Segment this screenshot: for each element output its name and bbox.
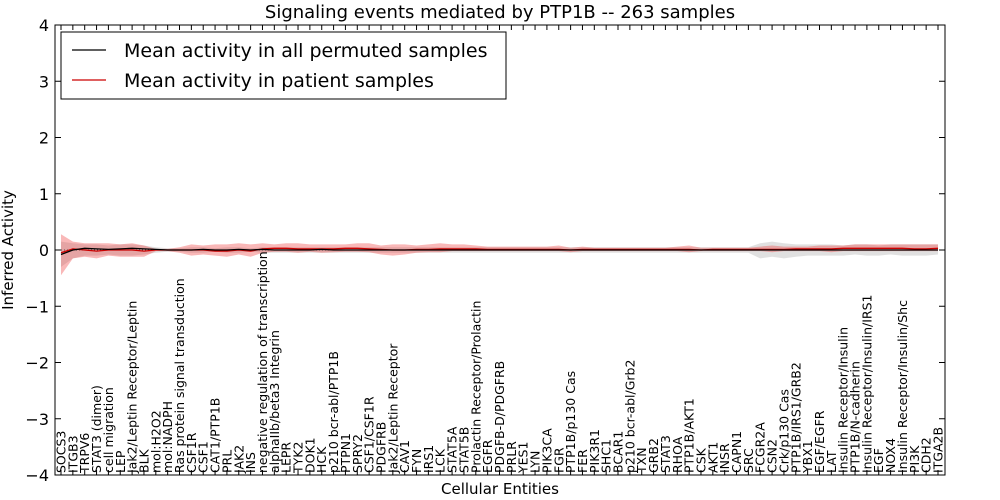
y-tick-label: 2	[39, 129, 49, 148]
category-label: INSR	[717, 443, 732, 473]
category-label: PI3K	[907, 445, 922, 473]
category-label: FCGR2A	[753, 422, 768, 473]
category-label: p210 bcr-abl/Grb2	[622, 360, 637, 473]
category-label: alphaIIb/beta3 Integrin	[267, 330, 282, 473]
category-label: LAT	[824, 450, 839, 473]
y-tick-label: 0	[39, 241, 49, 260]
category-label: RHOA	[670, 436, 685, 473]
y-tick-label: 3	[39, 72, 49, 91]
category-label: CSK	[694, 447, 709, 473]
category-label: Crk/p130 Cas	[776, 389, 791, 473]
category-label: FGR	[551, 447, 566, 473]
category-label: FER	[575, 449, 590, 473]
category-label: p210 bcr-abl/PTP1B	[326, 351, 341, 473]
category-label: FYN	[409, 449, 424, 473]
category-label: SPRY2	[350, 434, 365, 473]
category-label: Jak2/Leptin Receptor	[385, 343, 400, 474]
category-label: PRL	[219, 450, 234, 473]
y-tick-label: −3	[25, 410, 49, 429]
category-label: CAPN1	[729, 431, 744, 473]
category-label: YES1	[516, 442, 531, 474]
y-tick-label: 4	[39, 16, 49, 35]
category-label: PTP1B/N-cadherin	[848, 361, 863, 473]
category-label: BLK	[137, 448, 152, 473]
category-label: PTP1B/IRS1/GRB2	[788, 362, 803, 473]
category-label: PDGFRB	[374, 422, 389, 473]
category-label: Insulin Receptor/Insulin/IRS1	[859, 295, 874, 473]
category-label: TXN	[634, 447, 649, 474]
category-label: CAT1/PTP1B	[208, 398, 223, 473]
category-label: PIK3CA	[539, 428, 554, 473]
category-label: EGF	[871, 448, 886, 473]
chart-title: Signaling events mediated by PTP1B -- 26…	[265, 2, 735, 23]
category-label: PTP1B/AKT1	[682, 398, 697, 473]
category-label: GRB2	[646, 438, 661, 473]
category-label: Jak2/Leptin Receptor/Leptin	[125, 301, 140, 474]
category-label: NOX4	[883, 438, 898, 473]
category-label: STAT5B	[456, 427, 471, 473]
category-label: PDGFB-D/PDGFRB	[492, 361, 507, 473]
category-label: EGF/EGFR	[812, 410, 827, 473]
category-label: Prolactin Receptor/Prolactin	[468, 301, 483, 473]
category-label: IRS1	[421, 445, 436, 473]
category-label: TRPV6	[77, 433, 92, 474]
category-label: CSF1	[196, 441, 211, 473]
y-tick-label: −4	[25, 466, 49, 485]
category-label: negative regulation of transcription	[255, 251, 270, 473]
category-label: STAT5A	[445, 426, 460, 473]
category-label: LCK	[433, 448, 448, 473]
y-tick-label: −1	[25, 297, 49, 316]
category-label: YBX1	[800, 440, 815, 474]
bands-layer	[61, 234, 938, 276]
category-label: Insulin Receptor/Insulin	[836, 327, 851, 473]
category-label: ITGA2B	[931, 427, 946, 473]
category-label: CDH2	[919, 437, 934, 473]
category-label: cell migration	[101, 387, 116, 473]
category-label: SRC	[741, 448, 756, 473]
category-label: HCK	[314, 446, 329, 473]
category-label: TYK2	[291, 442, 306, 474]
category-label: PTP1B/p130 Cas	[563, 371, 578, 473]
legend-label-permuted: Mean activity in all permuted samples	[124, 40, 487, 62]
legend: Mean activity in all permuted samples Me…	[60, 31, 507, 100]
plot-frame	[54, 24, 946, 476]
category-label: LEP	[113, 450, 128, 473]
category-label: Ras protein signal transduction	[172, 278, 187, 473]
category-label: JAK2	[231, 445, 246, 474]
legend-box	[60, 31, 507, 100]
category-label: LYN	[528, 451, 543, 473]
category-label: STAT3 (dimer)	[89, 385, 104, 473]
category-label: mol:NADPH	[160, 401, 175, 473]
category-label: INS	[243, 452, 258, 473]
legend-label-patient: Mean activity in patient samples	[124, 70, 434, 92]
category-label: STAT3	[658, 435, 673, 473]
lines-layer	[55, 247, 945, 256]
category-label: SHC1	[599, 439, 614, 473]
category-label: CAV1	[397, 440, 412, 473]
category-label: ITGB3	[65, 435, 80, 473]
y-tick-label: −2	[25, 354, 49, 373]
y-axis-title: Inferred Activity	[0, 190, 17, 310]
y-tick-label: 1	[39, 185, 49, 204]
category-label: Insulin Receptor/Insulin/Shc	[895, 300, 910, 473]
category-label: PRLR	[504, 441, 519, 473]
category-label: LEPR	[279, 442, 294, 473]
category-label: SOCS3	[54, 431, 69, 473]
category-label: CSF1R	[184, 432, 199, 473]
category-label: PTPN1	[338, 433, 353, 473]
category-label: CSF1/CSF1R	[362, 396, 377, 473]
category-label: AKT1	[705, 442, 720, 473]
ticks-layer: −4 −3 −2 −1 0 1 2 3 4	[25, 16, 945, 485]
category-label: BCAR1	[611, 431, 626, 473]
category-label: DOK1	[302, 437, 317, 473]
category-label: mol:H2O2	[148, 410, 163, 473]
category-label: PIK3R1	[587, 429, 602, 473]
line-permuted	[60, 247, 938, 256]
x-axis-title: Cellular Entities	[441, 480, 559, 498]
category-label: EGFR	[480, 439, 495, 473]
band-patient	[61, 234, 938, 276]
category-label: CSN2	[765, 439, 780, 473]
